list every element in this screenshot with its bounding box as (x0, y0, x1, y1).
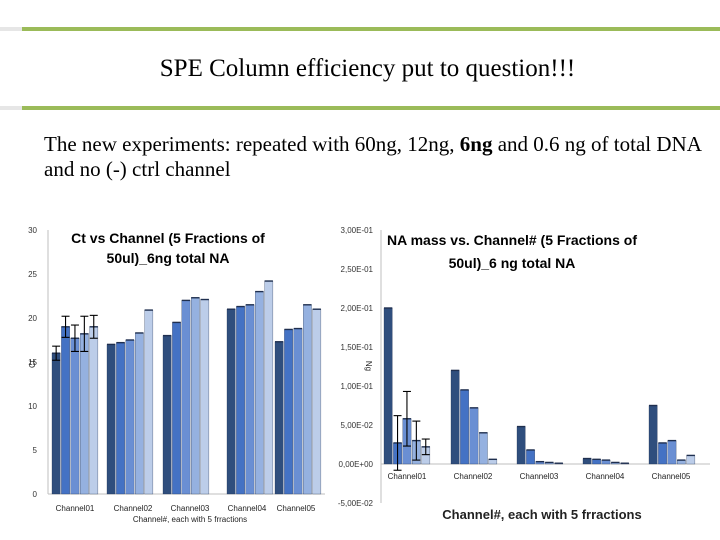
chart1-bar (303, 304, 312, 495)
chart1-x-axis-label: Channel#, each with 5 frractions (133, 515, 247, 524)
title-rule-bottom-stub (0, 106, 22, 110)
chart1-bar (191, 297, 200, 495)
chart1-title-line: 50ul)_6ng total NA (107, 250, 230, 266)
chart1-ytick-label: 25 (28, 270, 37, 279)
title-rule-bottom (22, 106, 720, 110)
chart2-ytick-label: 1,00E-01 (341, 382, 374, 391)
chart1-bar (144, 309, 154, 495)
chart1-bar (106, 344, 116, 495)
chart2-bar (383, 307, 393, 465)
chart1-bar (162, 335, 172, 495)
chart2-ytick-label: 2,50E-01 (341, 265, 374, 274)
chart1-category-label: Channel05 (277, 504, 316, 513)
chart1-bar (312, 309, 322, 495)
chart1-bar (80, 333, 89, 495)
chart2-bar (488, 459, 498, 465)
chart2-category-label: Channel01 (388, 472, 427, 481)
chart2-title-line: NA mass vs. Channel# (5 Fractions of (387, 232, 637, 248)
chart2-category-label: Channel04 (586, 472, 625, 481)
chart2-ytick-label: 3,00E-01 (341, 226, 374, 235)
chart1-bar (200, 299, 210, 495)
chart2-bar (469, 407, 479, 465)
chart2-bar (592, 459, 601, 465)
chart1-bar (264, 280, 274, 495)
chart2-bar (648, 405, 658, 465)
chart2-ytick-label: 5,00E-02 (341, 421, 374, 430)
chart2-bar (516, 426, 526, 465)
chart2-ytick-label: 1,50E-01 (341, 343, 374, 352)
chart1-category-label: Channel02 (114, 504, 153, 513)
chart2-category-label: Channel05 (652, 472, 691, 481)
chart2-ytick-label: -5,00E-02 (338, 499, 374, 508)
chart1-bar (70, 338, 80, 495)
title-rule-top (22, 27, 720, 31)
chart1-bar (61, 326, 70, 495)
chart1-bar (125, 339, 135, 495)
chart2-bar (658, 442, 667, 465)
chart1-bar (135, 332, 144, 495)
chart1-bar (51, 353, 61, 495)
chart1-bar (172, 322, 181, 495)
chart1-ytick-label: 5 (33, 446, 38, 455)
chart2-title-line: 50ul)_6 ng total NA (449, 255, 576, 271)
chart1-category-label: Channel04 (228, 504, 267, 513)
title-rule-top-stub (0, 27, 22, 31)
chart1-bar (89, 326, 99, 495)
chart1-bar (255, 291, 264, 495)
chart2-bar (667, 440, 677, 465)
slide-subtitle: The new experiments: repeated with 60ng,… (44, 132, 704, 182)
chart1-title-line: Ct vs Channel (5 Fractions of (71, 230, 265, 246)
chart1-bar (226, 309, 236, 495)
chart2-ytick-label: 0,00E+00 (339, 460, 374, 469)
chart1-y-axis-label: Ct (28, 359, 37, 368)
chart1-bar (116, 342, 125, 495)
subtitle-text-bold: 6ng (459, 132, 493, 156)
chart2-bar (686, 455, 696, 465)
chart2-bar (479, 432, 488, 465)
chart1-ytick-label: 20 (28, 314, 37, 323)
chart2-bar (526, 449, 535, 465)
chart2-ytick-label: 2,00E-01 (341, 304, 374, 313)
chart1-bar (274, 341, 284, 495)
chart1-ytick-label: 15 (28, 358, 37, 367)
subtitle-text-pre: The new experiments: repeated with 60ng,… (44, 132, 460, 156)
chart1-category-label: Channel03 (171, 504, 210, 513)
chart2-bar (460, 389, 469, 465)
chart1-bar (293, 328, 303, 495)
chart1-bar (236, 306, 245, 495)
chart1-bar (181, 300, 191, 495)
chart2-category-label: Channel02 (454, 472, 493, 481)
slide-title: SPE Column efficiency put to question!!! (159, 55, 576, 82)
subtitle-text-post: and 0.6 ng of total DNA and no (-) ctrl … (44, 132, 701, 181)
chart1-ytick-label: 30 (28, 226, 37, 235)
chart1-ytick-label: 0 (33, 490, 38, 499)
chart1-bar (245, 304, 255, 495)
chart2-bar (582, 458, 592, 465)
chart1-category-label: Channel01 (56, 504, 95, 513)
chart1-bar (284, 329, 293, 495)
chart2-y-axis-label: Ng (364, 361, 373, 371)
chart2-bar (450, 370, 460, 465)
chart2-category-label: Channel03 (520, 472, 559, 481)
chart2-x-axis-label: Channel#, each with 5 frractions (442, 507, 641, 522)
chart1-ytick-label: 10 (28, 402, 37, 411)
